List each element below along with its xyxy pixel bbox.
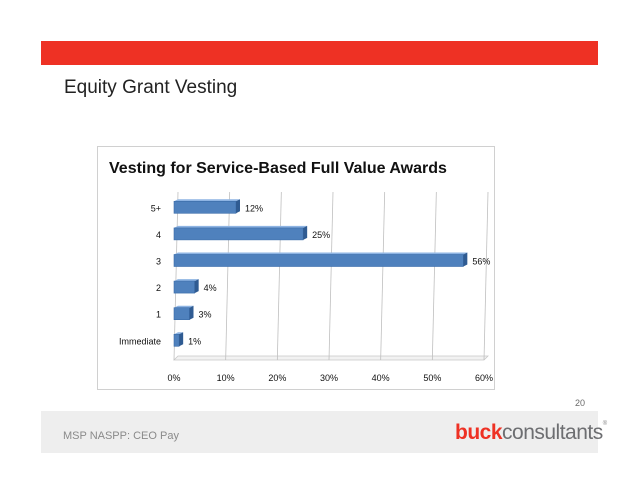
logo-buck: buck [455,421,503,444]
bar-value-label: 25% [312,230,330,240]
x-tick-label: 10% [217,373,235,383]
bar-side-face [194,279,199,294]
x-gridline [431,191,437,361]
bar-side-face [236,199,240,214]
x-gridline [483,191,489,361]
bar [173,252,468,267]
bar-value-label: 1% [188,336,201,346]
bar-top-face [174,225,308,228]
bar-top-face [174,199,240,202]
bar [173,279,199,294]
bar-side-face [189,305,194,320]
bar-top-face [174,279,199,282]
y-category-label: 2 [156,283,161,293]
slide-title: Equity Grant Vesting [64,77,238,98]
x-gridline [173,191,179,361]
bar-front-face [173,227,304,241]
bar [173,305,194,320]
footer-band [41,411,598,453]
x-gridline [328,191,334,361]
chart-frame [97,146,495,390]
bar-side-face [303,225,308,240]
bar-front-face [173,280,195,294]
bar [173,199,240,214]
page-number: 20 [574,398,585,408]
y-category-label: Immediate [119,336,161,346]
footer-text: MSP NASPP: CEO Pay [63,430,179,442]
bar-value-label: 4% [204,283,217,293]
x-tick-label: 0% [167,373,180,383]
bar-front-face [173,307,190,320]
x-gridline [276,191,282,361]
bar-front-face [173,334,180,347]
header-accent-bar [41,41,598,65]
bar-value-label: 56% [472,257,490,267]
x-gridline [225,191,231,361]
x-gridline [380,191,386,361]
chart-title: Vesting for Service-Based Full Value Awa… [109,160,447,177]
bar-value-label: 12% [245,203,263,213]
bar-front-face [173,254,464,267]
bar [173,225,308,241]
buck-consultants-logo: buckconsultants® [455,421,607,445]
logo-trademark: ® [602,421,607,427]
x-tick-label: 20% [268,373,286,383]
y-category-label: 3 [156,257,161,267]
bar-value-label: 3% [199,310,212,320]
y-category-label: 4 [156,230,161,240]
bar-top-face [174,305,194,308]
x-tick-label: 30% [320,373,338,383]
y-category-label: 1 [156,310,161,320]
bar-top-face [174,252,468,255]
bar-front-face [173,200,237,214]
x-tick-label: 50% [423,373,441,383]
chart-floor [173,355,489,361]
bar-top-face [174,332,184,335]
y-category-label: 5+ [151,203,161,213]
bar-side-face [179,332,184,347]
x-tick-label: 60% [475,373,493,383]
bar [173,332,184,347]
x-tick-label: 40% [372,373,390,383]
bar-chart: Vesting for Service-Based Full Value Awa… [109,160,493,383]
logo-consultants: consultants [502,421,603,444]
bar-side-face [463,252,468,267]
